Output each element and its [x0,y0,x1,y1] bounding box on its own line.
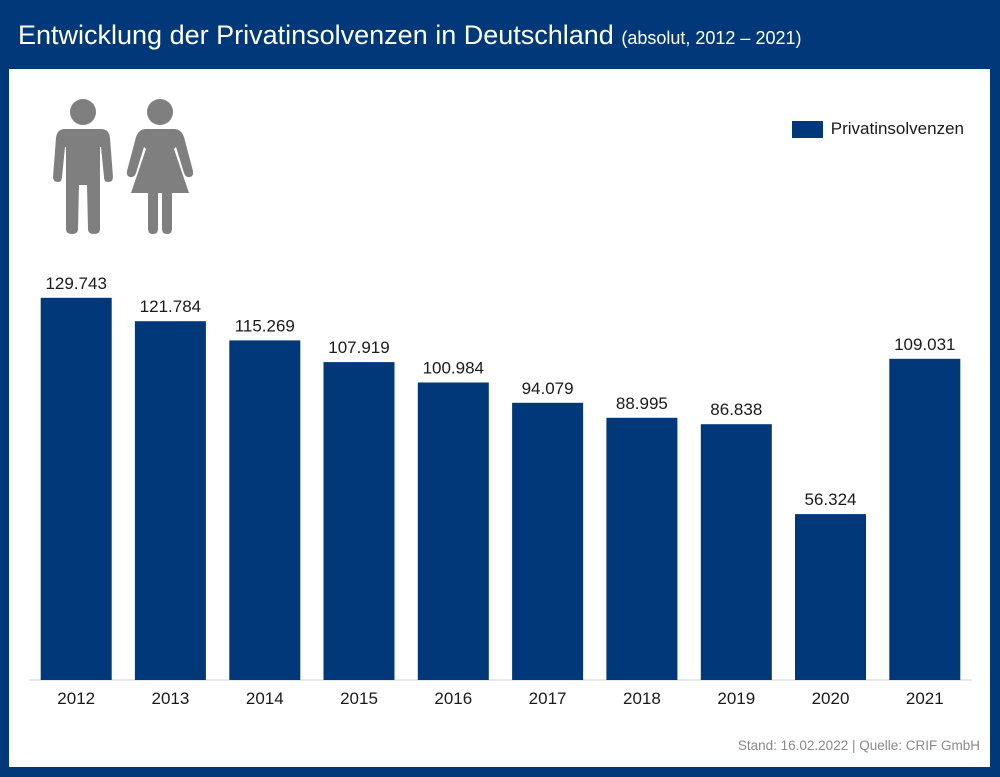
x-tick-label-2019: 2019 [717,689,755,708]
bar-2015 [323,362,395,680]
x-tick-label-2021: 2021 [906,689,944,708]
bar-2018 [606,417,678,680]
source-note: Stand: 16.02.2022 | Quelle: CRIF GmbH [737,738,980,753]
bar-2019 [700,424,772,680]
bar-2013 [134,321,206,680]
data-label-2021: 109.031 [894,335,955,354]
data-label-2019: 86.838 [710,400,762,419]
x-tick-label-2016: 2016 [434,689,472,708]
bar-2017 [512,402,584,680]
data-label-2017: 94.079 [522,379,574,398]
data-label-2012: 129.743 [45,274,106,293]
x-tick-label-2014: 2014 [246,689,284,708]
legend-swatch [791,120,823,138]
bar-2016 [417,382,489,680]
data-label-2015: 107.919 [328,338,389,357]
bar-2021 [889,358,961,680]
title-subtitle: (absolut, 2012 – 2021) [621,28,802,48]
bar-2020 [795,514,866,680]
chart-title: Entwicklung der Privatinsolvenzen in Deu… [18,20,801,60]
x-tick-label-2015: 2015 [340,689,378,708]
data-label-2020: 56.324 [805,490,857,509]
data-label-2016: 100.984 [423,359,484,378]
x-tick-label-2013: 2013 [151,689,189,708]
chart-legend: Privatinsolvenzen [791,119,964,139]
x-tick-label-2012: 2012 [57,689,95,708]
woman-icon [126,99,193,234]
x-tick-label-2020: 2020 [812,689,850,708]
x-tick-label-2017: 2017 [529,689,567,708]
data-label-2013: 121.784 [140,297,201,316]
title-main: Entwicklung der Privatinsolvenzen in Deu… [18,20,614,50]
chart-panel: Privatinsolvenzen 129.743 2012 121.784 2013… [9,69,990,767]
data-label-2014: 115.269 [235,316,295,335]
legend-label: Privatinsolvenzen [830,119,964,138]
people-icons [53,99,193,234]
bar-2014 [229,340,301,680]
x-tick-label-2018: 2018 [623,689,661,708]
man-icon [53,99,113,234]
bar-2012 [40,297,112,680]
data-label-2018: 88.995 [616,394,668,413]
